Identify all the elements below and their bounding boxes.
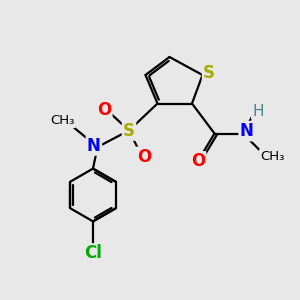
- Text: CH₃: CH₃: [50, 114, 75, 127]
- Text: O: O: [97, 101, 111, 119]
- Text: S: S: [123, 122, 135, 140]
- Text: N: N: [87, 136, 101, 154]
- Text: O: O: [191, 152, 205, 170]
- Text: S: S: [203, 64, 215, 82]
- Text: H: H: [252, 103, 264, 118]
- Text: N: N: [240, 122, 254, 140]
- Text: Cl: Cl: [84, 244, 102, 262]
- Text: CH₃: CH₃: [260, 150, 284, 163]
- Text: O: O: [137, 148, 151, 166]
